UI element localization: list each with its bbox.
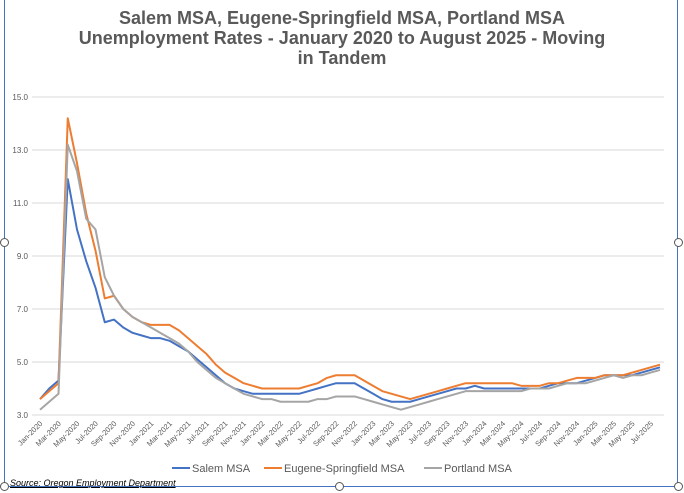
- series-line-portland-msa: [39, 143, 661, 411]
- resize-handle-bottom-right[interactable]: [674, 482, 683, 491]
- title-line-1: Salem MSA, Eugene-Springfield MSA, Portl…: [118, 8, 566, 28]
- y-tick-label: 5.0: [17, 358, 29, 367]
- y-tick-label: 3.0: [17, 411, 29, 420]
- y-tick-label: 15.0: [12, 93, 28, 102]
- title-line-3: in Tandem: [297, 48, 387, 68]
- y-tick-label: 13.0: [12, 146, 28, 155]
- source-note: Source: Oregon Employment Department: [10, 478, 176, 488]
- legend-entry: Portland MSA: [444, 463, 513, 475]
- legend-entry: Salem MSA: [192, 463, 251, 475]
- legend-entry: Eugene-Springfield MSA: [284, 463, 405, 475]
- series-line-eugene-springfield-msa: [39, 117, 661, 401]
- y-tick-label: 9.0: [17, 252, 29, 261]
- resize-handle-bottom-left[interactable]: [0, 482, 9, 491]
- chart-title: Salem MSA, Eugene-Springfield MSA, Portl…: [0, 8, 684, 68]
- resize-handle-left[interactable]: [0, 238, 9, 247]
- y-tick-label: 7.0: [17, 305, 29, 314]
- series-line-salem-msa: [39, 178, 661, 403]
- resize-handle-right[interactable]: [674, 238, 683, 247]
- y-tick-label: 11.0: [13, 199, 29, 208]
- title-line-2: Unemployment Rates - January 2020 to Aug…: [78, 28, 606, 48]
- resize-handle-bottom[interactable]: [335, 482, 344, 491]
